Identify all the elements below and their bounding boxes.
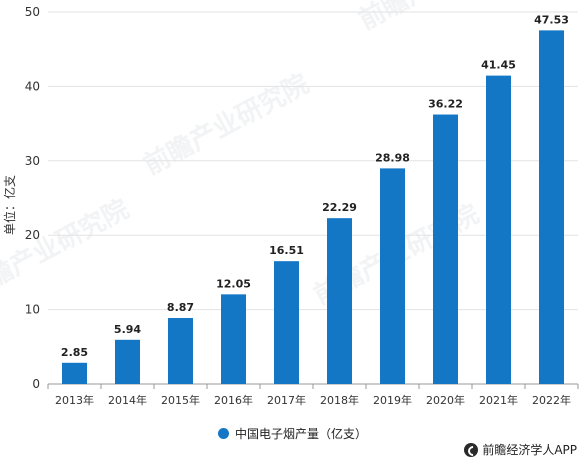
bars (62, 30, 564, 385)
x-tick-label: 2015年 (161, 393, 200, 407)
value-labels: 2.85 5.94 8.87 12.05 16.51 22.29 28.98 36.22 41.… (61, 13, 569, 358)
y-tick-label: 30 (25, 154, 40, 168)
legend-label: 中国电子烟产量（亿支） (234, 427, 367, 441)
bar (486, 75, 511, 384)
app-logo-icon (464, 442, 479, 457)
x-tick-label: 2019年 (373, 393, 412, 407)
bar-value-label: 41.45 (481, 59, 516, 72)
watermark-text: 前瞻产业研究院 (354, 0, 529, 35)
y-tick-label: 50 (25, 5, 40, 19)
x-tick-label: 2021年 (479, 393, 518, 407)
x-tick-label: 2014年 (108, 393, 147, 407)
watermark-text: 前瞻产业研究院 (139, 68, 314, 180)
bar (433, 114, 458, 385)
legend-marker (217, 428, 229, 439)
x-tick-label: 2013年 (55, 393, 94, 407)
bar (539, 30, 564, 384)
bar-value-label: 16.51 (269, 244, 304, 257)
legend: 中国电子烟产量（亿支） (0, 425, 585, 442)
bar-value-label: 28.98 (375, 151, 410, 164)
bar (62, 362, 87, 384)
bar-value-label: 8.87 (167, 301, 194, 314)
credit-text: 前瞻经济学人APP (482, 443, 577, 457)
y-tick-label: 20 (25, 228, 40, 242)
bar (115, 339, 140, 384)
y-tick-label: 40 (25, 79, 40, 93)
y-axis-label: 单位：亿支 (2, 175, 17, 235)
bar-value-label: 2.85 (61, 346, 88, 359)
bar-value-label: 36.22 (428, 98, 463, 111)
bar (327, 218, 352, 384)
bar (274, 261, 299, 384)
x-axis: 2013年 2014年 2015年 2016年 2017年 2018年 2019年 2020年… (47, 384, 579, 407)
bar (380, 168, 405, 384)
x-tick-label: 2017年 (267, 393, 306, 407)
bar-value-label: 12.05 (216, 277, 251, 290)
watermark-text: 前瞻产业研究院 (0, 193, 134, 305)
y-tick-label: 0 (32, 377, 40, 391)
bar-value-label: 47.53 (534, 13, 569, 26)
bar (221, 294, 246, 384)
y-tick-label: 10 (25, 303, 40, 317)
bar-value-label: 22.29 (322, 201, 357, 214)
x-tick-label: 2020年 (426, 393, 465, 407)
x-tick-label: 2022年 (532, 393, 571, 407)
x-tick-label: 2016年 (214, 393, 253, 407)
bar-value-label: 5.94 (114, 323, 141, 336)
y-axis: 0 10 20 30 40 50 (25, 5, 40, 391)
bar (168, 318, 193, 384)
x-tick-label: 2018年 (320, 393, 359, 407)
source-credit: 前瞻经济学人APP (464, 441, 577, 458)
